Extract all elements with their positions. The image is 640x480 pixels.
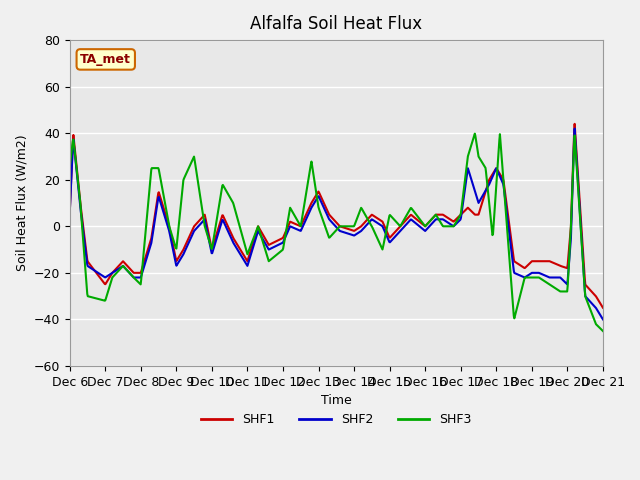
Title: Alfalfa Soil Heat Flux: Alfalfa Soil Heat Flux	[250, 15, 422, 33]
SHF2	[599, 316, 607, 322]
X-axis label: Time: Time	[321, 394, 351, 407]
SHF3	[301, 200, 308, 206]
SHF1	[482, 189, 490, 195]
Legend: SHF1, SHF2, SHF3: SHF1, SHF2, SHF3	[196, 408, 477, 432]
SHF3	[492, 192, 499, 198]
SHF2	[301, 220, 308, 226]
SHF1	[66, 212, 74, 217]
Line: SHF3: SHF3	[70, 133, 603, 331]
SHF2	[120, 264, 128, 270]
SHF2	[492, 168, 499, 174]
SHF1	[571, 121, 579, 127]
SHF1	[301, 215, 308, 221]
SHF2	[282, 234, 289, 240]
Line: SHF1: SHF1	[70, 124, 603, 308]
SHF2	[66, 212, 74, 217]
SHF3	[282, 233, 289, 239]
Text: TA_met: TA_met	[80, 53, 131, 66]
SHF3	[482, 169, 490, 175]
SHF3	[432, 212, 440, 217]
SHF1	[492, 167, 499, 173]
SHF1	[432, 212, 440, 217]
Y-axis label: Soil Heat Flux (W/m2): Soil Heat Flux (W/m2)	[15, 135, 28, 271]
SHF1	[599, 305, 607, 311]
SHF2	[571, 126, 579, 132]
SHF2	[432, 216, 440, 222]
SHF1	[120, 260, 128, 265]
SHF3	[599, 328, 607, 334]
SHF3	[471, 131, 479, 136]
SHF2	[482, 188, 490, 194]
Line: SHF2: SHF2	[70, 129, 603, 319]
SHF3	[66, 165, 74, 171]
SHF1	[282, 229, 289, 235]
SHF3	[120, 264, 128, 270]
